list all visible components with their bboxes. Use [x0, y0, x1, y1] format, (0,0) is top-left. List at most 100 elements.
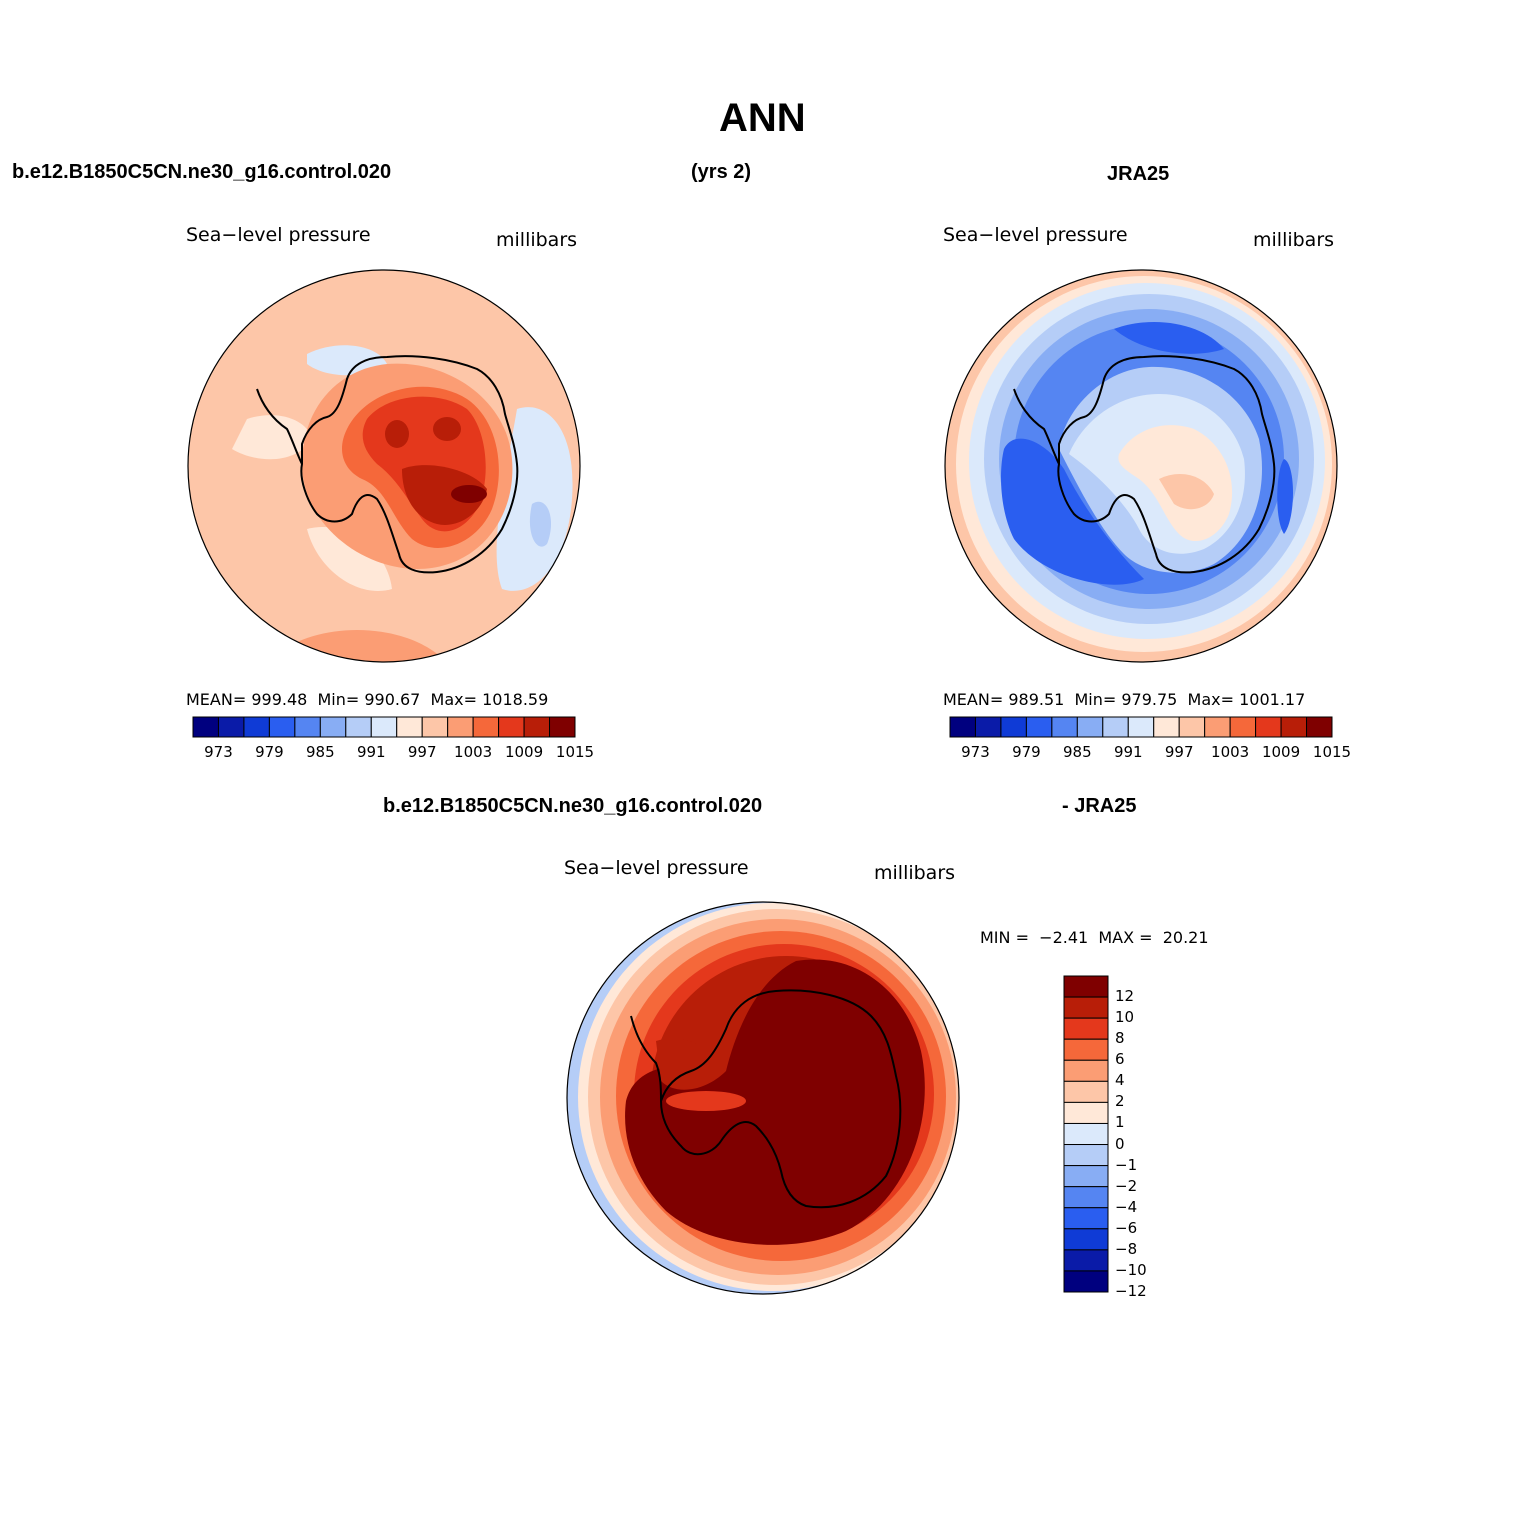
colorbar-tick-label: 991 — [356, 743, 386, 761]
colorbar-swatch — [1063, 975, 1109, 998]
contour-fill — [307, 345, 387, 376]
contour-fill — [451, 485, 487, 503]
colorbar-swatch — [1063, 1270, 1109, 1293]
colorbar-swatch — [472, 716, 500, 738]
max-value: 20.21 — [1162, 928, 1209, 947]
diff-case-header: b.e12.B1850C5CN.ne30_g16.control.020 — [383, 795, 763, 817]
colorbar-swatch — [1063, 1165, 1109, 1188]
colorbar-tick-label: 1003 — [1211, 743, 1250, 761]
coastline — [630, 1015, 662, 1102]
colorbar-swatch — [396, 716, 423, 738]
colorbar-tick-label: 6 — [1115, 1050, 1125, 1069]
colorbar-swatch — [1153, 716, 1180, 738]
colorbar-swatch — [217, 716, 245, 738]
colorbar-tick-label: 1009 — [1261, 743, 1301, 761]
mean-value: 999.48 — [251, 690, 308, 709]
colorbar-swatch — [1306, 716, 1333, 738]
max-value: 1001.17 — [1239, 690, 1306, 709]
contour-fill — [666, 1091, 746, 1111]
colorbar-tick-label: 979 — [1012, 743, 1041, 761]
colorbar-tick-label: −1 — [1115, 1155, 1138, 1174]
colorbar-swatch — [1178, 716, 1206, 738]
max-label: Max= — [1187, 690, 1235, 709]
contour-fill — [402, 465, 487, 525]
colorbar-swatch — [498, 716, 525, 738]
min-label: Min= — [1074, 690, 1117, 709]
panel2-map — [944, 269, 1338, 663]
panel1-colorbar-ticks: 973 979 985 991 997 1003 1009 1015 — [193, 743, 594, 763]
max-label: MAX = — [1098, 928, 1153, 947]
panel3-stats: MIN = −2.41 MAX = 20.21 — [980, 928, 1209, 947]
panel1-colorbar — [192, 716, 576, 738]
contour-fill — [1114, 321, 1224, 354]
colorbar-tick-label: 985 — [306, 743, 335, 761]
colorbar-swatch — [1204, 716, 1231, 738]
colorbar-swatch — [192, 716, 219, 738]
panel3-colorbar — [1063, 975, 1109, 1293]
max-value: 1018.59 — [482, 690, 549, 709]
panel2-units-label: millibars — [1253, 229, 1335, 251]
colorbar-swatch — [268, 716, 296, 738]
colorbar-tick-label: −12 — [1115, 1282, 1147, 1300]
colorbar-swatch — [1127, 716, 1155, 738]
max-label: Max= — [430, 690, 478, 709]
colorbar-tick-label: 991 — [1113, 743, 1143, 761]
colorbar-swatch — [949, 716, 976, 738]
contour-fill — [1277, 459, 1293, 534]
colorbar-tick-label: −10 — [1115, 1260, 1147, 1279]
colorbar-tick-label: −8 — [1115, 1239, 1138, 1258]
coastline — [300, 355, 519, 574]
colorbar-swatch — [1076, 716, 1104, 738]
coastline — [256, 388, 303, 465]
colorbar-swatch — [345, 716, 372, 738]
colorbar-tick-label: 997 — [407, 743, 437, 761]
case-name-header: b.e12.B1850C5CN.ne30_g16.control.020 — [12, 161, 392, 183]
colorbar-swatch — [523, 716, 551, 738]
map-border — [944, 269, 1338, 663]
contour-fill — [656, 1038, 726, 1090]
min-value: 979.75 — [1121, 690, 1178, 709]
colorbar-tick-label: 973 — [961, 743, 990, 761]
colorbar-tick-label: −2 — [1115, 1176, 1138, 1195]
mean-label: MEAN= — [186, 690, 247, 709]
colorbar-swatch — [1025, 716, 1053, 738]
colorbar-tick-label: 1015 — [1312, 743, 1352, 761]
min-value: −2.41 — [1039, 928, 1089, 947]
colorbar-swatch — [1280, 716, 1308, 738]
diff-obs-header: - JRA25 — [1062, 795, 1137, 817]
contour-fill — [529, 501, 552, 547]
years-label: (yrs 2) — [691, 161, 752, 183]
min-value: 990.67 — [364, 690, 421, 709]
colorbar-swatch — [447, 716, 474, 738]
min-label: MIN = — [980, 928, 1029, 947]
colorbar-tick-label: 973 — [204, 743, 233, 761]
panel2-colorbar-ticks: 973 979 985 991 997 1003 1009 1015 — [950, 743, 1351, 763]
panel1-stats: MEAN= 999.48 Min= 990.67 Max= 1018.59 — [186, 690, 548, 709]
colorbar-tick-label: 1015 — [555, 743, 595, 761]
min-label: Min= — [317, 690, 360, 709]
panel2-field-label: Sea−level pressure — [943, 224, 1128, 246]
colorbar-swatch — [1063, 1059, 1109, 1082]
panel3-field-label: Sea−level pressure — [564, 857, 749, 879]
colorbar-tick-label: 985 — [1063, 743, 1092, 761]
colorbar-swatch — [1000, 716, 1027, 738]
colorbar-swatch — [294, 716, 321, 738]
panel2-colorbar — [949, 716, 1333, 738]
colorbar-swatch — [1063, 1228, 1109, 1251]
colorbar-swatch — [549, 716, 576, 738]
colorbar-swatch — [1063, 1207, 1109, 1230]
panel3-colorbar-ticks: 12 10 8 6 4 2 1 0 −1 −2 −4 −6 −8 −10 −12 — [1115, 975, 1175, 1300]
map-border — [187, 269, 581, 663]
colorbar-swatch — [1063, 1101, 1109, 1124]
colorbar-tick-label: 979 — [255, 743, 284, 761]
colorbar-swatch — [1063, 1122, 1109, 1146]
panel2-stats: MEAN= 989.51 Min= 979.75 Max= 1001.17 — [943, 690, 1305, 709]
contour-fill — [307, 527, 392, 591]
colorbar-swatch — [1063, 1017, 1109, 1040]
colorbar-swatch — [1063, 1038, 1109, 1061]
contour-fill — [433, 417, 461, 441]
panel3-map — [566, 901, 960, 1295]
map-border — [566, 901, 960, 1295]
colorbar-tick-label: 4 — [1115, 1071, 1125, 1090]
colorbar-tick-label: −4 — [1115, 1197, 1138, 1216]
